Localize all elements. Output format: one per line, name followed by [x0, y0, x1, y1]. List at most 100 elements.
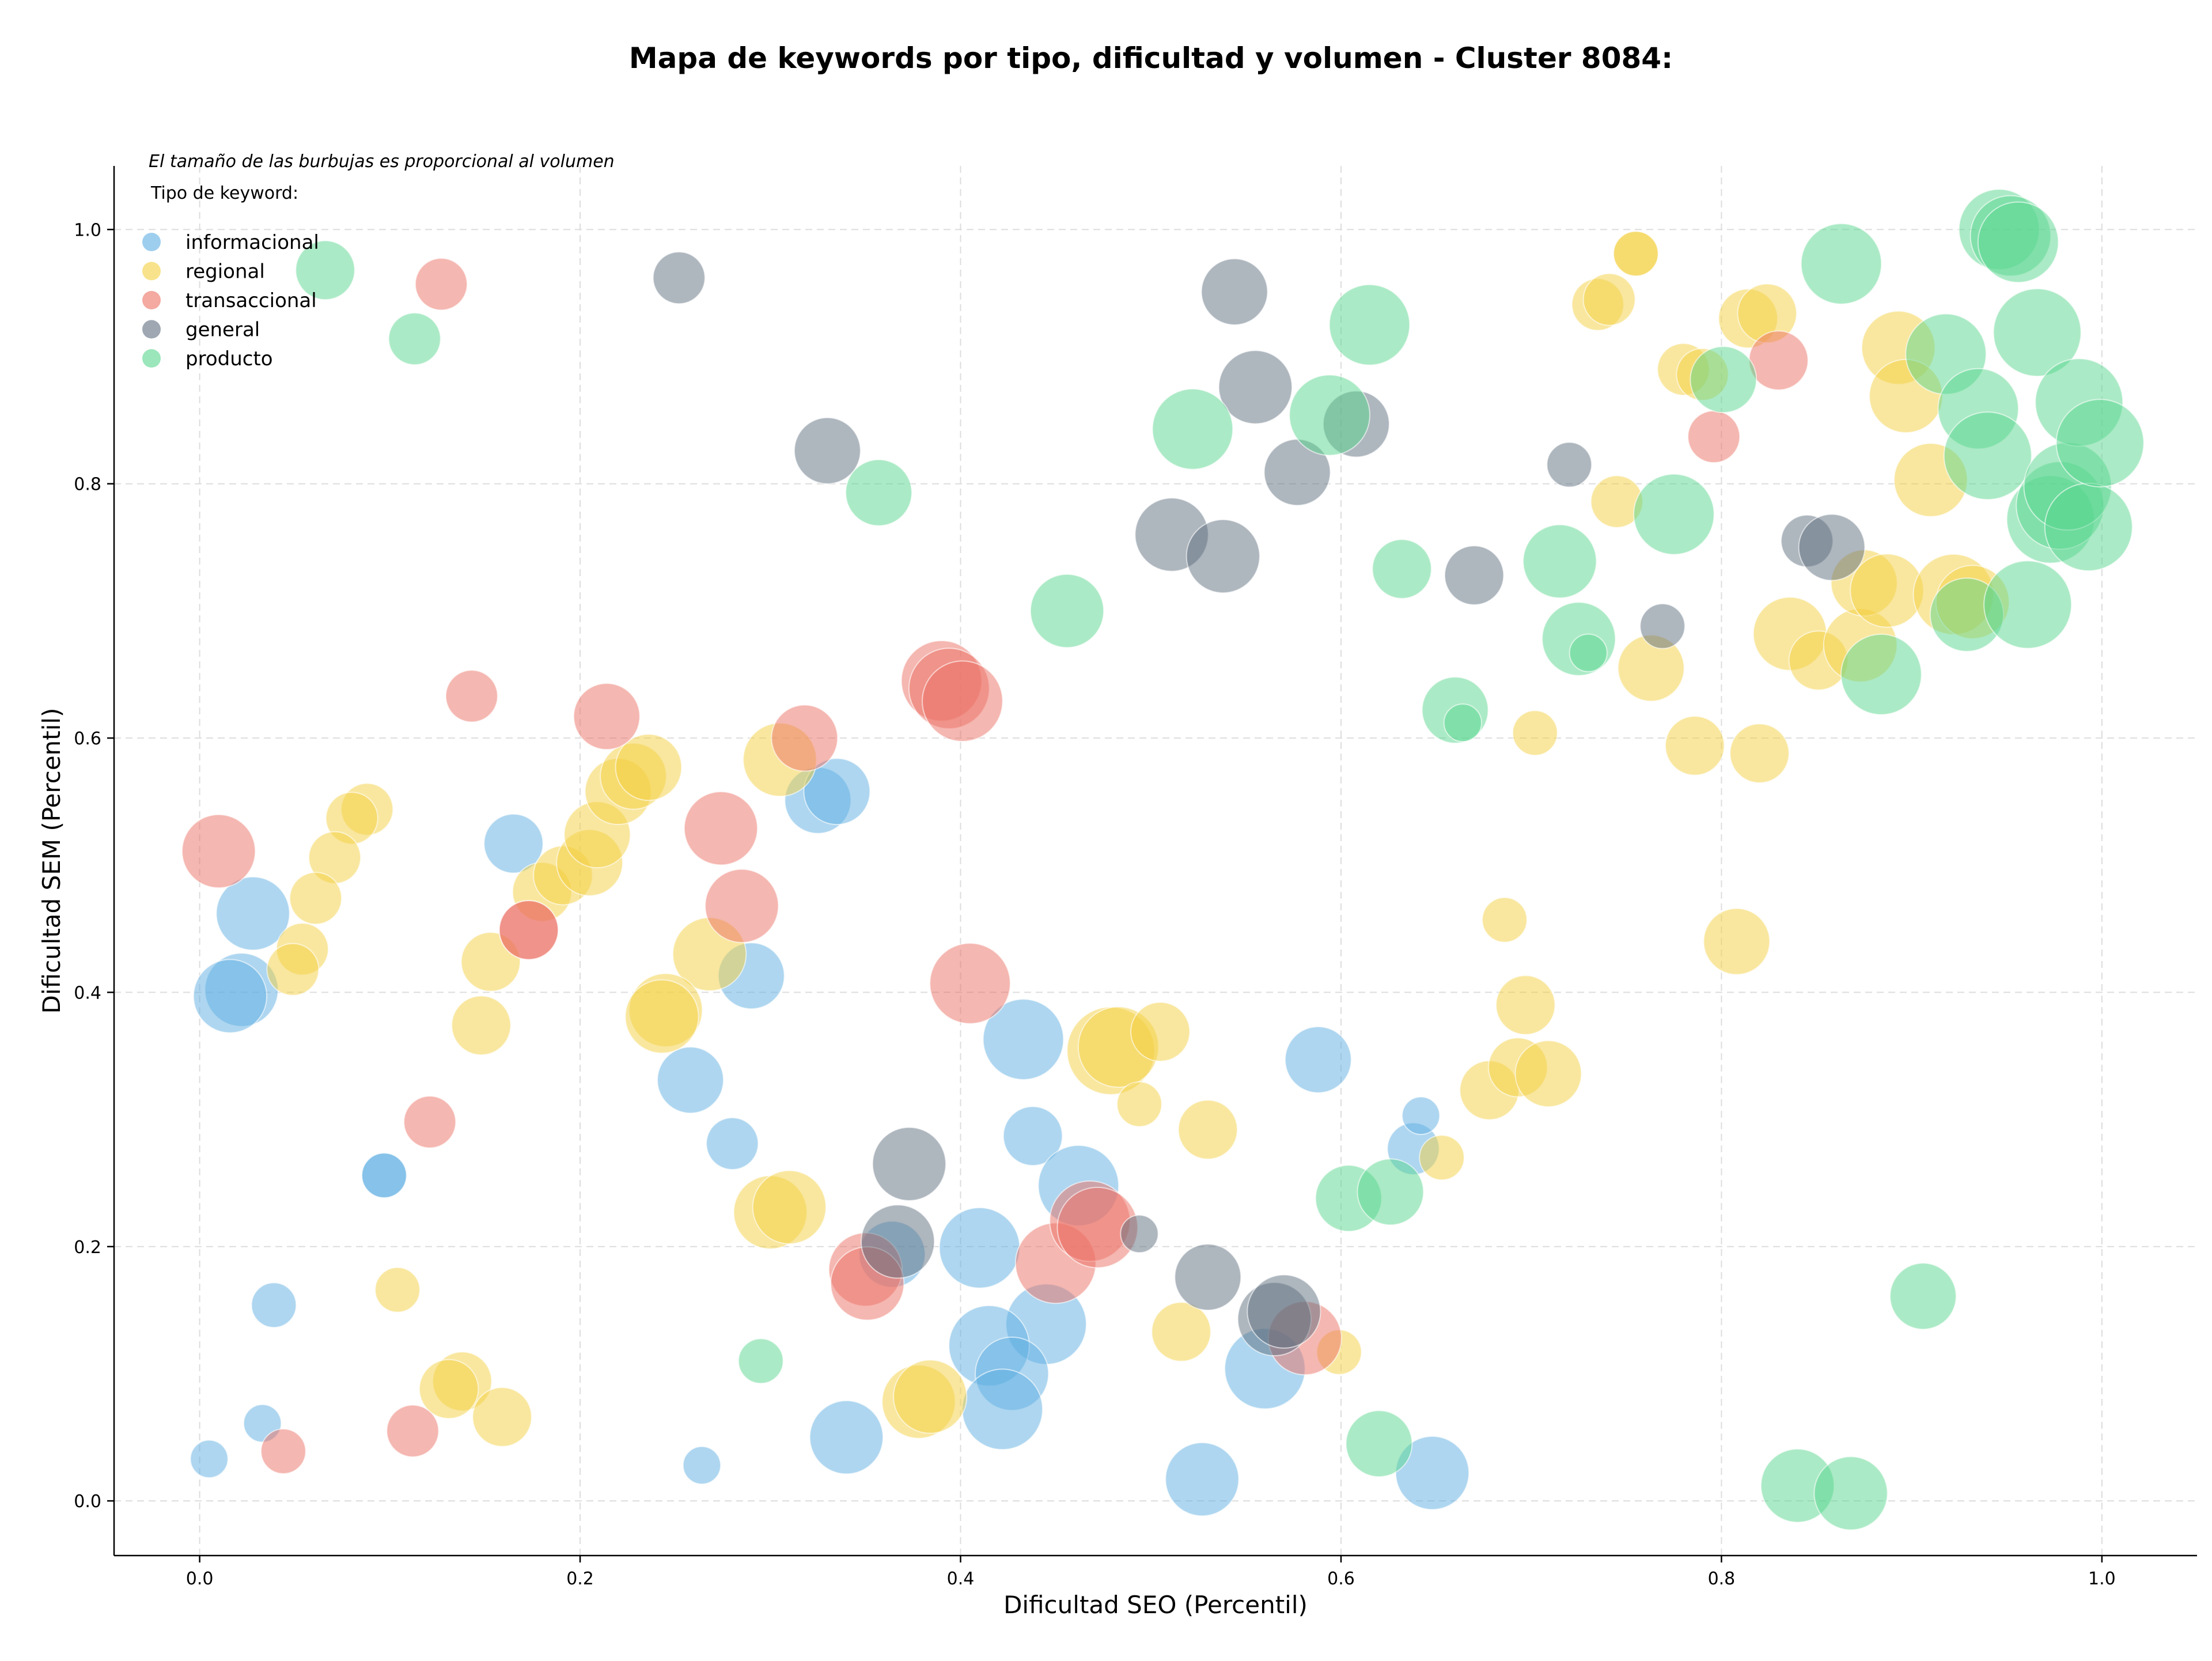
legend-label-regional: regional: [185, 260, 265, 283]
transaccional-point: [260, 1428, 306, 1474]
transaccional-point: [704, 868, 779, 943]
producto-point: [1345, 1410, 1413, 1478]
general-point: [1546, 441, 1593, 488]
regional-point: [451, 995, 512, 1055]
legend-label-informacional: informacional: [185, 231, 319, 254]
series-informacional: [190, 758, 1470, 1517]
regional-point: [1514, 1040, 1582, 1108]
producto-point: [2055, 399, 2145, 488]
transaccional-point: [414, 258, 468, 311]
transaccional-point: [683, 791, 759, 866]
producto-point: [2044, 482, 2133, 572]
transaccional-point: [445, 669, 498, 723]
informacional-point: [1002, 1106, 1063, 1166]
regional-point: [1729, 723, 1790, 784]
general-point: [1174, 1243, 1242, 1311]
regional-point: [266, 943, 320, 996]
informacional-point: [1402, 1096, 1441, 1136]
producto-point: [845, 459, 912, 527]
x-tick-label: 1.0: [2088, 1569, 2116, 1589]
producto-point: [1690, 346, 1758, 414]
informacional-point: [215, 876, 290, 951]
informacional-point: [657, 1046, 724, 1114]
informacional-point: [251, 1282, 297, 1329]
transaccional-point: [386, 1404, 440, 1458]
informacional-point: [982, 998, 1065, 1080]
producto-point: [1372, 539, 1432, 599]
transaccional-point: [181, 814, 256, 889]
regional-point: [1613, 230, 1659, 277]
x-axis-label: Dificultad SEO (Percentil): [1003, 1591, 1308, 1619]
general-point: [1444, 545, 1505, 606]
y-tick-label: 0.2: [74, 1238, 101, 1258]
general-point: [1218, 350, 1293, 425]
producto-point: [1840, 633, 1922, 716]
informacional-point: [192, 959, 268, 1034]
regional-point: [419, 1359, 479, 1420]
regional-point: [374, 1266, 421, 1313]
y-tick-label: 0.8: [74, 475, 101, 495]
regional-point: [1177, 1099, 1238, 1160]
producto-point: [1889, 1262, 1957, 1330]
producto-point: [1289, 374, 1370, 456]
transaccional-point: [929, 943, 1011, 1024]
chart-title: Mapa de keywords por tipo, dificultad y …: [629, 41, 1673, 75]
regional-point: [1130, 1001, 1191, 1062]
producto-point: [1328, 284, 1411, 366]
producto-point: [1993, 288, 2082, 377]
regional-point: [752, 1170, 827, 1244]
regional-point: [615, 733, 683, 801]
x-tick-label: 0.8: [1708, 1569, 1736, 1589]
x-tick-label: 0.4: [947, 1569, 975, 1589]
x-tick-label: 0.6: [1327, 1569, 1355, 1589]
x-tick-label: 0.0: [186, 1569, 214, 1589]
legend-marker-producto: [142, 349, 161, 368]
y-tick-label: 0.6: [74, 729, 101, 749]
informacional-point: [706, 1117, 759, 1171]
y-tick-label: 0.0: [74, 1492, 101, 1512]
legend-title: Tipo de keyword:: [150, 183, 298, 203]
producto-point: [1522, 524, 1597, 599]
producto-point: [1977, 201, 2059, 283]
transaccional-point: [498, 900, 559, 960]
regional-point: [1151, 1301, 1211, 1362]
producto-point: [1983, 560, 2073, 649]
producto-point: [295, 240, 355, 301]
regional-point: [1495, 975, 1556, 1035]
regional-point: [1850, 553, 1925, 628]
legend-marker-transaccional: [142, 291, 161, 309]
general-point: [1639, 603, 1685, 649]
bubbles: [181, 188, 2145, 1531]
general-point: [1247, 1274, 1321, 1349]
general-point: [1120, 1214, 1159, 1254]
legend-items: informacional regional transaccional genera…: [142, 231, 319, 370]
regional-point: [1703, 907, 1771, 975]
producto-point: [1800, 223, 1883, 305]
producto-point: [1443, 703, 1482, 743]
transaccional-point: [573, 683, 641, 750]
series-producto: [295, 188, 2145, 1531]
legend: El tamaño de las burbujas es proporciona…: [142, 152, 615, 370]
informacional-point: [938, 1207, 1021, 1289]
transaccional-point: [403, 1095, 457, 1149]
producto-point: [1029, 573, 1105, 648]
general-point: [1185, 519, 1260, 594]
producto-point: [737, 1338, 784, 1384]
informacional-point: [483, 814, 544, 874]
producto-point: [1357, 1158, 1425, 1226]
producto-point: [1569, 633, 1608, 672]
legend-label-producto: producto: [185, 347, 273, 370]
transaccional-point: [1687, 410, 1741, 464]
regional-point: [472, 1387, 532, 1447]
informacional-point: [190, 1439, 229, 1478]
informacional-point: [961, 1368, 1043, 1451]
transaccional-point: [922, 660, 1003, 742]
legend-marker-general: [142, 320, 161, 339]
regional-point: [1419, 1134, 1465, 1181]
regional-point: [624, 979, 699, 1054]
regional-point: [893, 1359, 968, 1434]
y-tick-label: 0.4: [74, 983, 101, 1003]
informacional-point: [361, 1152, 407, 1198]
general-point: [652, 251, 706, 305]
